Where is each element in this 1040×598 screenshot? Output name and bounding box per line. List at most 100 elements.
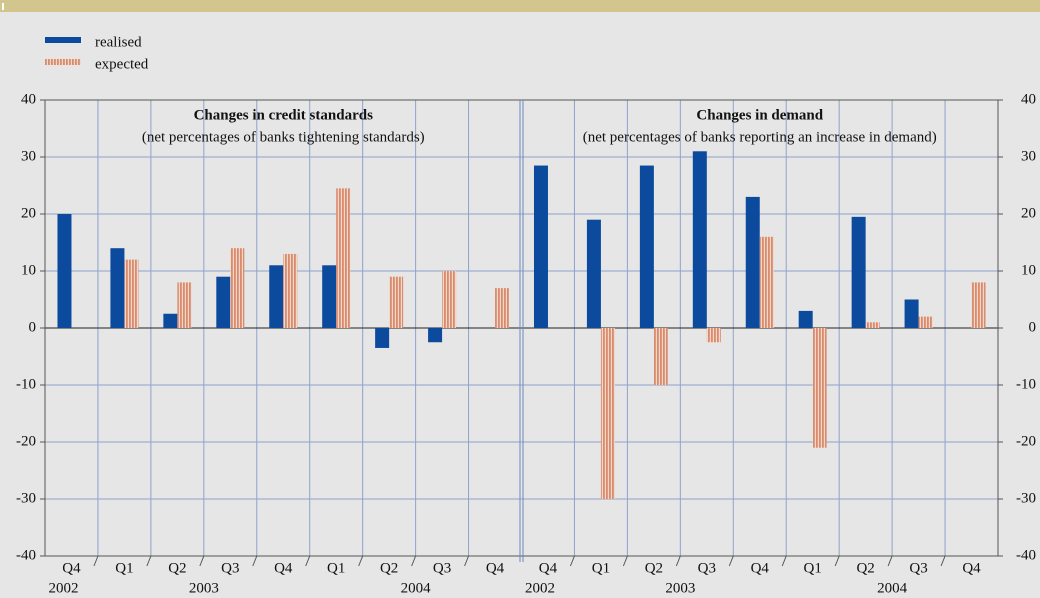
bar xyxy=(442,271,457,328)
bar xyxy=(124,259,139,328)
x-tick xyxy=(781,555,787,567)
x-tick-label: Q4 xyxy=(539,560,558,576)
bar xyxy=(706,328,721,343)
top-mark xyxy=(2,3,4,10)
bar xyxy=(336,188,351,328)
x-tick xyxy=(728,555,734,567)
bar xyxy=(283,253,298,328)
y2-tick-label: -10 xyxy=(1016,376,1036,392)
bar xyxy=(851,216,866,328)
legend-swatch xyxy=(45,59,81,65)
year-label: 2002 xyxy=(525,580,555,596)
x-tick-label: Q1 xyxy=(804,560,822,576)
bar xyxy=(798,310,813,328)
bar xyxy=(110,248,125,328)
x-tick xyxy=(887,555,893,567)
x-tick-label: Q1 xyxy=(592,560,610,576)
x-tick xyxy=(569,555,575,567)
x-tick xyxy=(940,555,946,567)
year-label: 2004 xyxy=(401,580,432,596)
y2-tick-label: 0 xyxy=(1029,319,1037,335)
bar xyxy=(639,165,654,328)
x-tick-label: Q1 xyxy=(115,560,133,576)
bar xyxy=(586,219,601,328)
x-tick xyxy=(834,555,840,567)
y-tick-label: -10 xyxy=(16,376,36,392)
bar xyxy=(495,288,510,328)
legend-label: expected xyxy=(95,56,149,72)
bar xyxy=(653,328,668,385)
x-tick-label: Q4 xyxy=(962,560,981,576)
y2-tick-label: 20 xyxy=(1021,205,1036,221)
bar xyxy=(428,328,443,343)
year-label: 2002 xyxy=(48,580,78,596)
y2-tick-label: 30 xyxy=(1021,148,1036,164)
year-label: 2003 xyxy=(665,580,695,596)
panel-subtitle: (net percentages of banks reporting an i… xyxy=(583,129,937,145)
y2-tick-label: 10 xyxy=(1021,262,1036,278)
x-tick xyxy=(464,555,470,567)
bar xyxy=(216,276,231,328)
legend-label: realised xyxy=(95,34,142,50)
x-tick xyxy=(358,555,364,567)
x-tick-label: Q3 xyxy=(909,560,927,576)
bar xyxy=(812,328,827,448)
x-tick-label: Q3 xyxy=(698,560,716,576)
x-tick xyxy=(199,555,205,567)
x-tick-label: Q4 xyxy=(274,560,293,576)
panel-title: Changes in credit standards xyxy=(194,107,373,123)
y-tick-label: 10 xyxy=(21,262,36,278)
x-tick xyxy=(675,555,681,567)
bar xyxy=(389,276,404,328)
y-tick-label: -40 xyxy=(16,547,36,563)
bar xyxy=(600,328,615,499)
year-label: 2004 xyxy=(877,580,908,596)
bar xyxy=(230,248,245,328)
y-tick-label: 0 xyxy=(29,319,37,335)
y-tick-label: -20 xyxy=(16,433,36,449)
bar xyxy=(918,316,933,328)
x-tick xyxy=(93,555,99,567)
bar xyxy=(865,322,880,328)
x-tick-label: Q2 xyxy=(380,560,398,576)
x-tick-label: Q2 xyxy=(856,560,874,576)
x-tick-label: Q3 xyxy=(221,560,239,576)
bar xyxy=(745,196,760,328)
x-tick-label: Q1 xyxy=(327,560,345,576)
x-tick-label: Q2 xyxy=(168,560,186,576)
bar xyxy=(904,299,919,328)
bar xyxy=(322,265,337,328)
y-tick-label: 30 xyxy=(21,148,36,164)
x-tick xyxy=(411,555,417,567)
y-tick-label: -30 xyxy=(16,490,36,506)
top-band xyxy=(0,0,1040,12)
x-tick xyxy=(305,555,311,567)
x-tick-label: Q4 xyxy=(62,560,81,576)
bar xyxy=(971,282,986,328)
y2-tick-label: -20 xyxy=(1016,433,1036,449)
bar xyxy=(163,313,178,328)
bar xyxy=(375,328,390,348)
x-tick-label: Q4 xyxy=(751,560,770,576)
y-tick-label: 20 xyxy=(21,205,36,221)
x-tick-label: Q4 xyxy=(486,560,505,576)
bar xyxy=(57,214,72,328)
y2-tick-label: 40 xyxy=(1021,91,1036,107)
bar xyxy=(533,165,548,328)
bar xyxy=(759,236,774,328)
x-tick xyxy=(622,555,628,567)
x-tick-label: Q2 xyxy=(645,560,663,576)
x-tick xyxy=(252,555,258,567)
x-tick xyxy=(146,555,152,567)
y2-tick-label: -40 xyxy=(1016,547,1036,563)
y-tick-label: 40 xyxy=(21,91,36,107)
bar xyxy=(692,151,707,328)
y2-tick-label: -30 xyxy=(1016,490,1036,506)
panel-title: Changes in demand xyxy=(696,107,823,123)
bar xyxy=(269,265,284,328)
panel-subtitle: (net percentages of banks tightening sta… xyxy=(142,129,425,145)
year-label: 2003 xyxy=(189,580,219,596)
x-tick-label: Q3 xyxy=(433,560,451,576)
bar xyxy=(177,282,192,328)
